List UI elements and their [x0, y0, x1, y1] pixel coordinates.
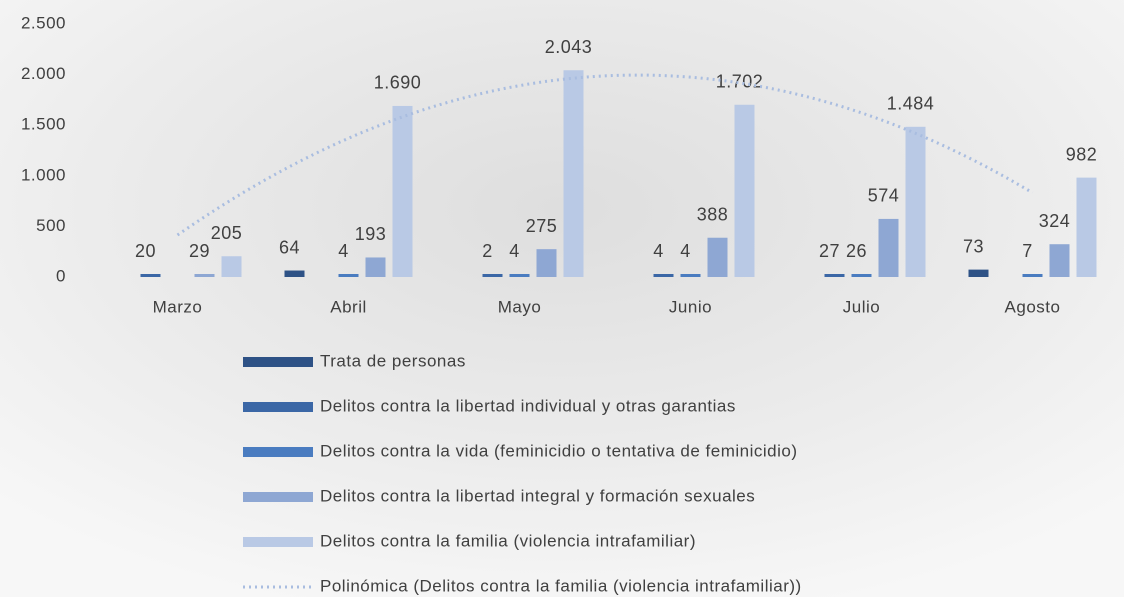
data-label: 2 — [482, 241, 493, 261]
bar — [222, 256, 242, 277]
data-label: 4 — [509, 241, 520, 261]
bar — [708, 238, 728, 277]
bar — [510, 274, 530, 277]
bar — [141, 274, 161, 277]
data-label: 27 — [819, 241, 840, 261]
legend-label: Delitos contra la familia (violencia int… — [320, 531, 696, 550]
legend-swatch — [243, 537, 313, 547]
bar — [879, 219, 899, 277]
data-label: 26 — [846, 241, 867, 261]
y-tick-label: 1.000 — [21, 165, 66, 184]
data-label: 1.690 — [374, 73, 422, 93]
data-label: 324 — [1039, 211, 1071, 231]
bar — [969, 270, 989, 277]
bar — [339, 274, 359, 277]
bar — [195, 274, 215, 277]
legend-label: Delitos contra la libertad integral y fo… — [320, 486, 755, 505]
legend-swatch — [243, 447, 313, 457]
y-tick-label: 0 — [56, 266, 66, 285]
data-label: 982 — [1066, 144, 1098, 164]
bar — [483, 274, 503, 277]
bar — [393, 106, 413, 277]
legend-label: Polinómica (Delitos contra la familia (v… — [320, 576, 802, 595]
data-label: 4 — [653, 241, 664, 261]
data-label: 73 — [963, 236, 984, 256]
bar — [852, 274, 872, 277]
data-label: 7 — [1022, 241, 1033, 261]
data-label: 275 — [526, 216, 558, 236]
x-tick-label: Julio — [843, 297, 880, 316]
bar — [1023, 274, 1043, 277]
x-tick-label: Agosto — [1005, 297, 1061, 316]
data-label: 2.043 — [545, 37, 593, 57]
bar — [681, 274, 701, 277]
bar — [654, 274, 674, 277]
legend-swatch — [243, 492, 313, 502]
x-tick-label: Junio — [669, 297, 712, 316]
y-tick-label: 500 — [36, 216, 66, 235]
legend-swatch — [243, 402, 313, 412]
legend-label: Trata de personas — [320, 351, 466, 370]
legend-label: Delitos contra la vida (feminicidio o te… — [320, 441, 797, 460]
bar — [366, 257, 386, 277]
bar — [285, 271, 305, 277]
data-label: 193 — [355, 224, 387, 244]
data-label: 20 — [135, 241, 156, 261]
data-label: 1.484 — [887, 94, 935, 114]
data-label: 4 — [680, 241, 691, 261]
bar — [906, 127, 926, 277]
bar — [1077, 178, 1097, 277]
data-label: 4 — [338, 241, 349, 261]
y-tick-label: 1.500 — [21, 115, 66, 134]
bar — [735, 105, 755, 277]
x-tick-label: Marzo — [153, 297, 203, 316]
bar — [825, 274, 845, 277]
data-label: 574 — [868, 186, 900, 206]
y-tick-label: 2.000 — [21, 64, 66, 83]
x-tick-label: Mayo — [498, 297, 542, 316]
bar — [537, 249, 557, 277]
data-label: 388 — [697, 204, 729, 224]
data-label: 205 — [211, 223, 243, 243]
bar — [1050, 244, 1070, 277]
y-tick-label: 2.500 — [21, 13, 66, 32]
legend-swatch — [243, 357, 313, 367]
legend-label: Delitos contra la libertad individual y … — [320, 396, 736, 415]
x-tick-label: Abril — [330, 297, 367, 316]
chart: 0 500 1.000 1.500 2.000 2.500 Marzo 20 29205 Abri… — [0, 0, 1124, 597]
data-label: 64 — [279, 237, 300, 257]
bar — [564, 70, 584, 277]
data-label: 29 — [189, 241, 210, 261]
data-label: 1.702 — [716, 72, 764, 92]
